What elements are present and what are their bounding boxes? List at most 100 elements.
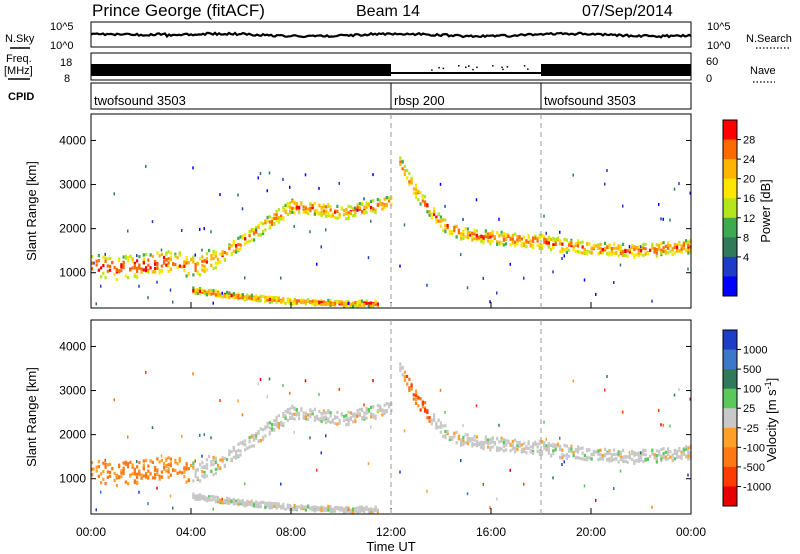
velocity-cell [383,411,386,416]
velocity-cell [138,461,141,465]
power-cell [410,180,413,185]
power-cell [106,269,109,273]
velocity-cell [295,408,298,412]
velocity-cell [385,408,388,413]
power-cell [469,231,472,235]
power-y-tick-label-4000: 4000 [59,133,86,147]
velocity-cell [345,505,348,510]
velocity-cell [133,467,136,471]
power-cell [298,299,301,303]
velocity-cell [559,447,562,452]
power-cell [129,254,132,258]
velocity-cell [237,442,240,446]
velocity-cell [343,509,346,514]
power-cell [403,164,406,168]
velocity-cell [120,471,123,475]
velocity-cell [205,463,208,467]
velocity-speckle [689,397,691,401]
power-cell [489,235,492,239]
velocity-cell [491,445,494,449]
velocity-speckle [496,497,498,501]
power-cell [617,254,620,258]
velocity-cell [543,443,546,448]
power-cell [262,229,265,233]
velocity-cell [421,400,424,404]
power-cell [484,234,487,239]
power-cell [322,211,325,216]
velocity-cell [403,370,406,374]
power-cell [653,247,656,251]
velocity-cell [687,457,690,461]
velocity-cell [401,373,404,377]
power-cell [417,189,420,193]
velocity-cell [268,421,271,425]
velocity-speckle [640,451,642,455]
power-cell [113,272,116,277]
power-cell [442,228,445,232]
velocity-cell [232,445,235,450]
velocity-cell [273,428,276,432]
velocity-cell [374,506,377,510]
velocity-cell [507,440,510,445]
power-cell [586,249,589,253]
power-cell [136,259,139,263]
power-cell [460,236,463,240]
velocity-cell [271,427,274,431]
power-speckle [619,263,622,267]
power-cell [664,251,667,255]
power-cell [203,269,206,274]
velocity-y-tick-label-2000: 2000 [59,428,86,442]
velocity-cell [268,432,271,436]
power-cell [473,228,476,232]
nave-dot [472,68,474,71]
power-cell [154,270,157,274]
power-cell [358,206,361,210]
power-cell [210,253,213,258]
power-cell [223,294,226,298]
velocity-cell [201,494,204,498]
velocity-cell [644,453,647,457]
velocity-cell [183,466,186,470]
velocity-cell [185,480,188,484]
velocity-colorbar-tick-label: -25 [743,423,759,435]
velocity-colorbar-tick-label: 25 [743,403,755,415]
velocity-cell [664,457,667,461]
velocity-cell [140,473,143,477]
velocity-cell [419,397,422,401]
velocity-cell [520,448,523,452]
power-cell [122,265,125,270]
power-cell [91,261,94,265]
velocity-colorbar-swatch [723,408,737,429]
velocity-cell [563,454,566,458]
noise-right-label: N.Search [746,33,792,45]
velocity-speckle [147,502,149,506]
velocity-cell [430,422,433,426]
power-cell [631,251,634,256]
power-cell [381,207,384,211]
power-cell [140,270,143,274]
nave-dot [523,65,526,67]
velocity-cell [136,480,139,484]
velocity-cell [115,484,118,488]
velocity-cell [565,456,568,461]
velocity-speckle [309,436,311,440]
velocity-cell [505,448,508,452]
velocity-speckle [399,470,401,474]
power-speckle [347,301,349,305]
velocity-cell [514,438,517,442]
power-cell [453,229,456,233]
velocity-speckle [604,388,606,392]
velocity-cell [410,386,413,391]
power-cell [480,234,483,238]
power-cell [199,291,202,295]
power-speckle [444,204,446,208]
power-cell [552,243,555,247]
velocity-speckle [145,370,147,374]
velocity-cell [599,456,602,460]
power-cell [502,231,505,236]
velocity-cell [536,449,539,453]
velocity-speckle [257,382,259,386]
power-cell [599,242,602,246]
velocity-cell [475,444,478,448]
velocity-speckle [498,423,500,427]
